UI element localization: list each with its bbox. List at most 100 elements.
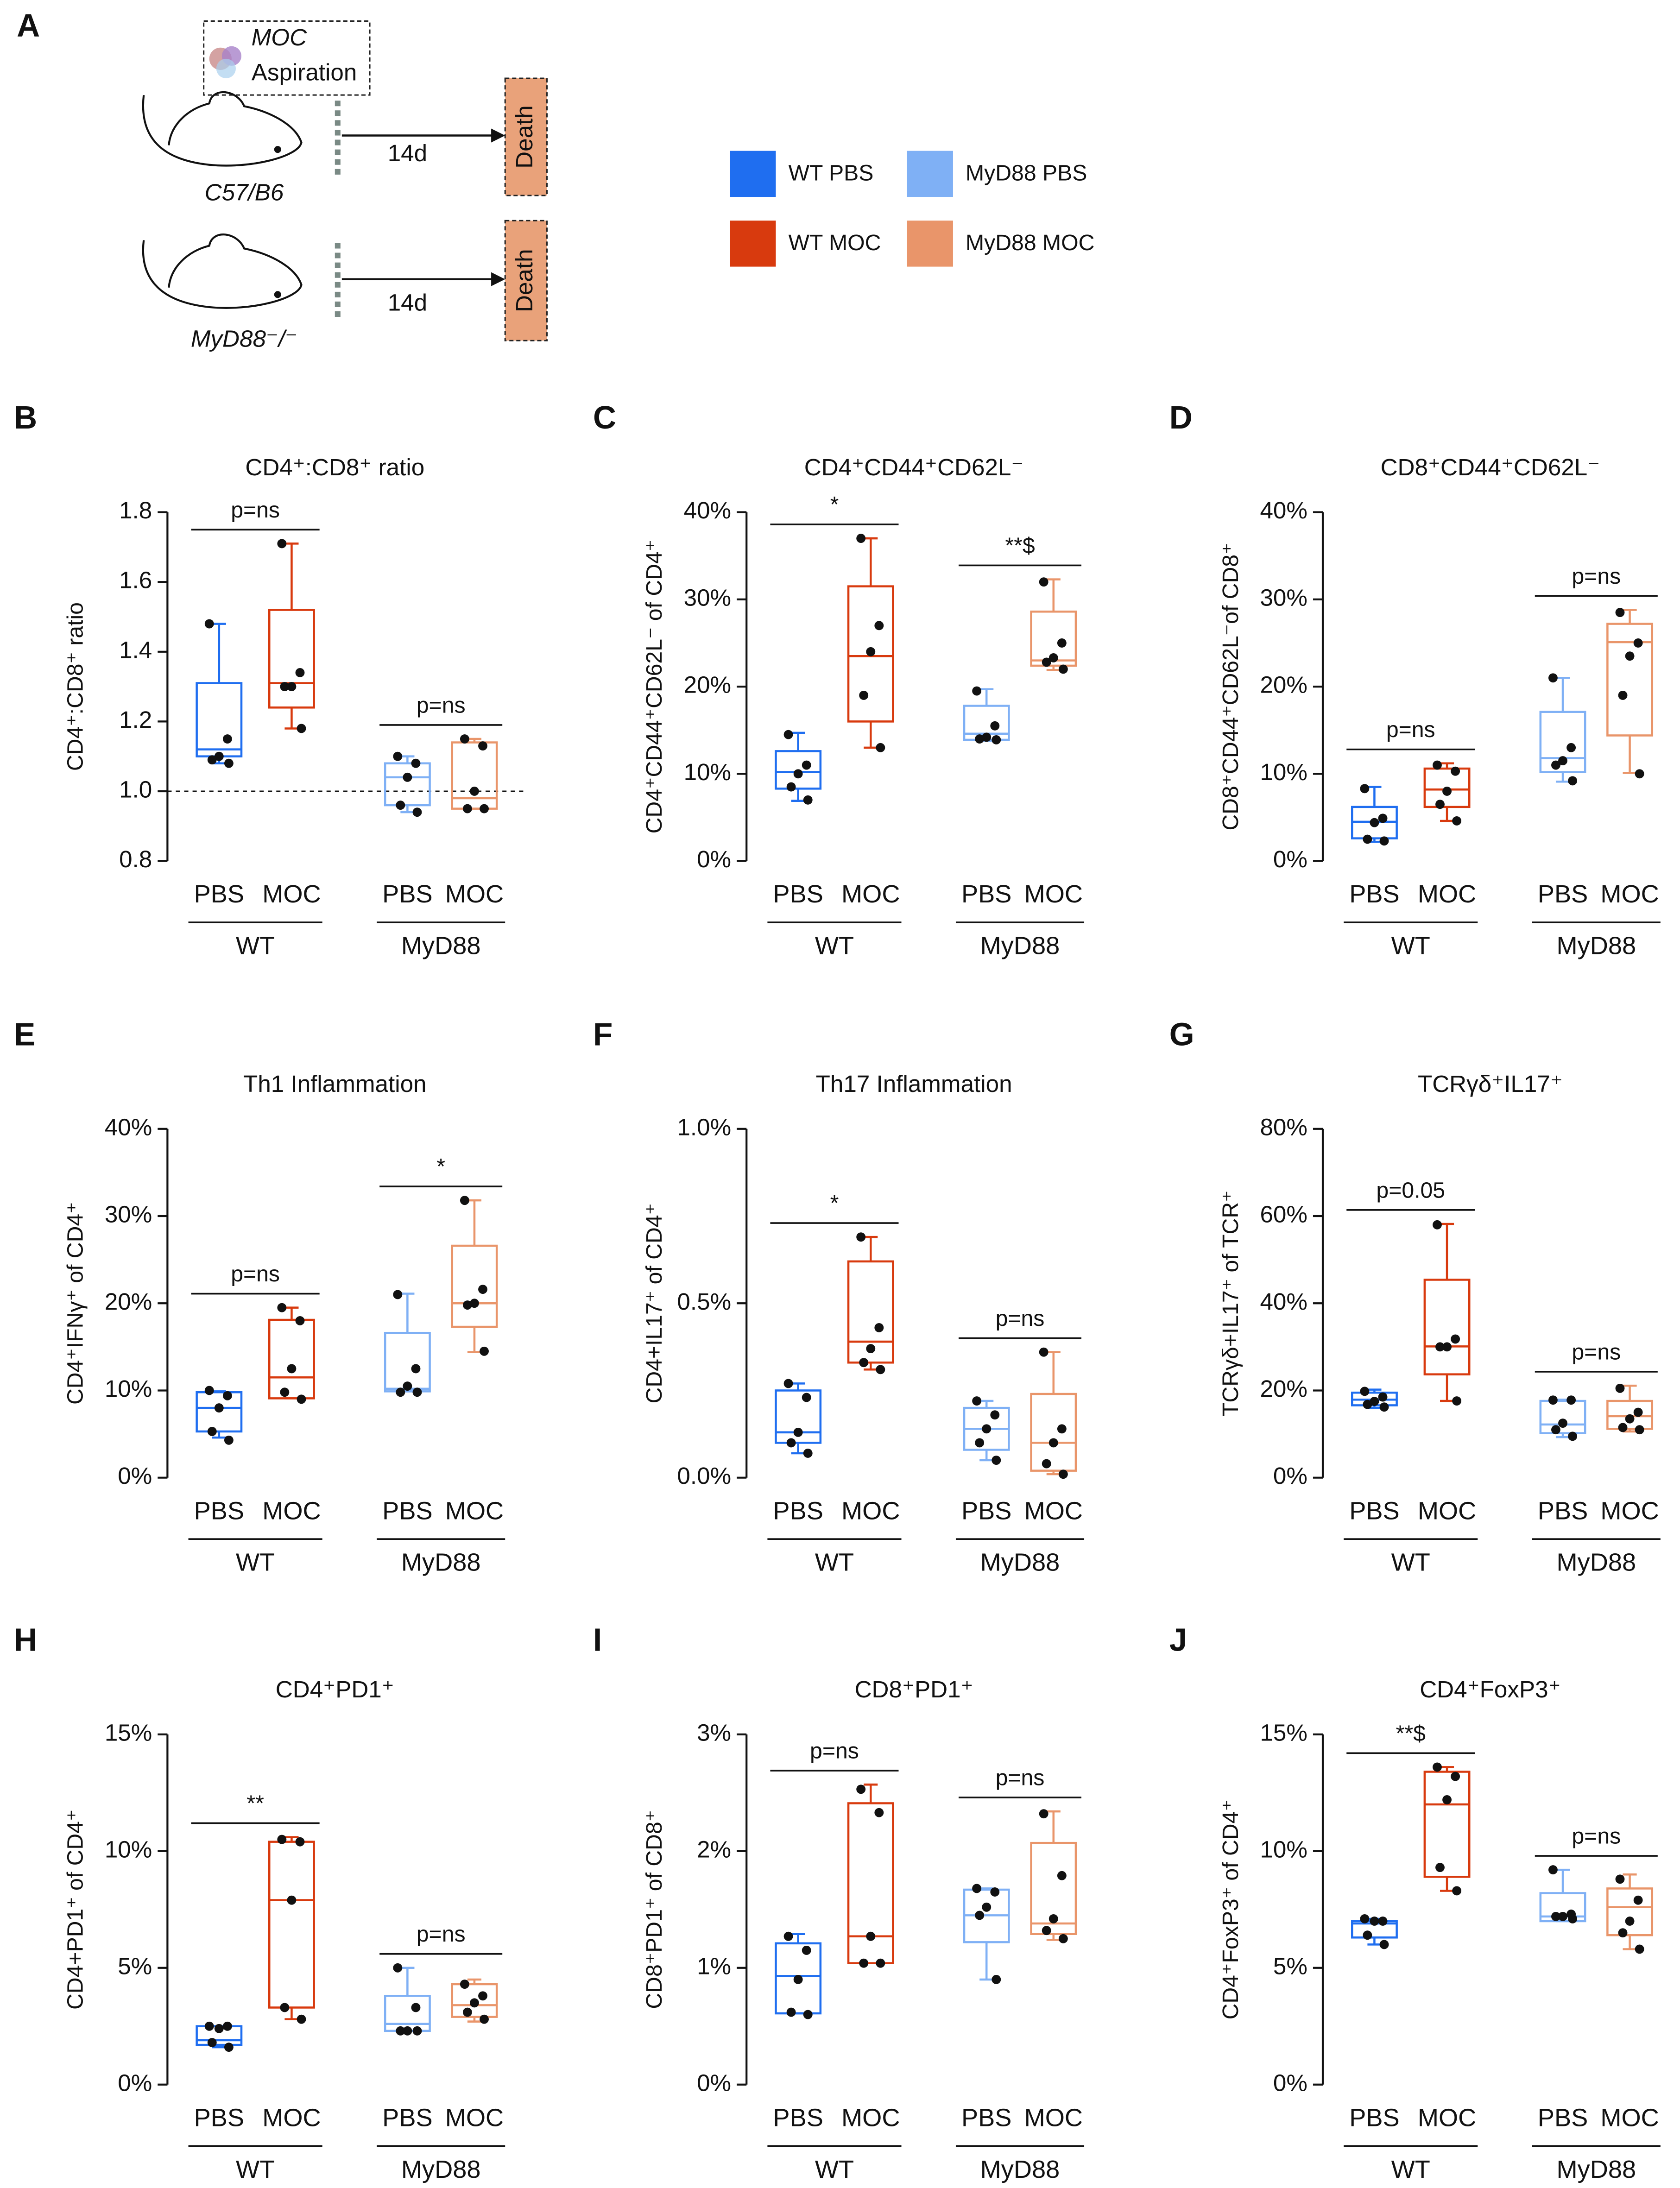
data-point <box>1379 1402 1389 1412</box>
data-point <box>411 2003 421 2012</box>
panel-letter: G <box>1169 1016 1194 1052</box>
box <box>196 682 243 757</box>
data-point <box>802 1393 811 1402</box>
data-point <box>990 721 1000 731</box>
box <box>1539 1892 1586 1923</box>
panel-letter: B <box>14 399 37 435</box>
x-tick-label: PBS <box>194 880 244 908</box>
y-tick-label: 0.8 <box>119 846 152 872</box>
y-tick-label: 30% <box>1260 584 1307 611</box>
strain: MyD88⁻/⁻ <box>191 326 297 352</box>
y-tick-label: 40% <box>684 497 731 523</box>
data-point <box>1042 1459 1051 1469</box>
chart-title: CD4⁺:CD8⁺ ratio <box>245 454 424 480</box>
route: Aspiration <box>252 59 357 86</box>
data-point <box>1360 784 1370 794</box>
duration: 14d <box>388 140 427 166</box>
data-point <box>295 1316 305 1325</box>
data-point <box>972 1396 982 1406</box>
box <box>1423 1771 1471 1878</box>
significance-label: p=ns <box>417 1922 466 1947</box>
data-point <box>786 2007 796 2017</box>
y-tick-label: 0% <box>1273 2069 1307 2096</box>
data-point <box>470 1998 479 2008</box>
panel-letter: F <box>593 1016 613 1052</box>
data-point <box>1433 1220 1442 1230</box>
legend-swatch <box>907 151 953 197</box>
data-point <box>1451 1334 1460 1344</box>
data-point <box>982 1424 992 1434</box>
data-point <box>786 1438 796 1448</box>
data-point <box>1566 1395 1576 1405</box>
significance-label: p=ns <box>996 1766 1045 1791</box>
data-point <box>1435 800 1445 809</box>
data-point <box>396 1387 405 1397</box>
group-label: WT <box>1391 932 1430 960</box>
significance-label: p=ns <box>1386 717 1435 742</box>
panel-letter: I <box>593 1621 602 1658</box>
data-point <box>1452 1396 1462 1406</box>
data-point <box>856 1784 866 1794</box>
x-tick-label: MOC <box>1024 880 1083 908</box>
box <box>775 1389 822 1444</box>
data-point <box>1452 816 1462 826</box>
mouse-eye <box>274 291 281 298</box>
data-point <box>1057 1871 1067 1880</box>
box <box>384 1994 431 2032</box>
data-point <box>1558 756 1567 766</box>
data-point <box>412 1387 422 1397</box>
data-point <box>793 1427 803 1437</box>
box <box>268 609 315 709</box>
panel: C CD4⁺CD44⁺CD62L⁻ CD4⁺CD44⁺CD62L⁻ of CD4⁺ 0… <box>593 399 1085 960</box>
significance-label: ** <box>246 1791 264 1816</box>
data-point <box>460 734 469 744</box>
particle <box>216 58 236 79</box>
mouse <box>142 233 303 309</box>
data-point <box>1360 1387 1370 1396</box>
data-point <box>992 1975 1001 1984</box>
panel-letter: J <box>1169 1621 1187 1658</box>
data-point <box>295 668 305 677</box>
data-point <box>1042 657 1051 667</box>
data-point <box>783 1379 793 1388</box>
group-label: WT <box>815 1549 854 1576</box>
y-tick-label: 40% <box>1260 1288 1307 1315</box>
panel: H CD4⁺PD1⁺ CD4+PD1⁺ of CD4⁺ 0% 5% 10% 15% PBS MO… <box>14 1621 505 2183</box>
data-point <box>462 1300 472 1310</box>
panel: J CD4⁺FoxP3⁺ CD4⁺FoxP3⁺ of CD4⁺ 0% 5% 10% 15% P… <box>1169 1621 1661 2183</box>
data-point <box>287 682 297 692</box>
data-point <box>1635 769 1644 779</box>
box <box>1606 623 1654 737</box>
data-point <box>1635 1944 1644 1954</box>
y-tick-label: 1.0% <box>677 1114 731 1140</box>
box <box>268 1841 315 2009</box>
x-tick-label: PBS <box>1349 880 1399 908</box>
data-point <box>975 1911 985 1920</box>
data-point <box>224 1435 234 1445</box>
data-point <box>1370 1917 1379 1926</box>
data-point <box>207 755 217 765</box>
y-axis-label: CD4+IL17⁺ of CD4⁺ <box>642 1203 667 1403</box>
arrow-head <box>491 128 505 143</box>
data-point <box>277 1835 287 1844</box>
data-point <box>287 1895 297 1905</box>
data-point <box>793 769 803 779</box>
data-point <box>1615 608 1625 618</box>
group-label: MyD88 <box>1556 932 1636 960</box>
data-point <box>470 787 479 796</box>
x-tick-label: PBS <box>1538 1497 1588 1525</box>
data-point <box>1058 1934 1068 1943</box>
data-point <box>393 1963 403 1973</box>
data-point <box>802 760 811 770</box>
data-point <box>480 2014 489 2024</box>
data-point <box>972 1884 982 1893</box>
panel-letter: E <box>14 1016 35 1052</box>
x-tick-label: PBS <box>773 1497 823 1525</box>
box <box>384 1331 431 1393</box>
data-point <box>1379 1940 1389 1949</box>
data-point <box>297 2014 306 2024</box>
data-point <box>1633 638 1643 648</box>
data-point <box>460 1196 469 1205</box>
data-point <box>1379 836 1389 846</box>
